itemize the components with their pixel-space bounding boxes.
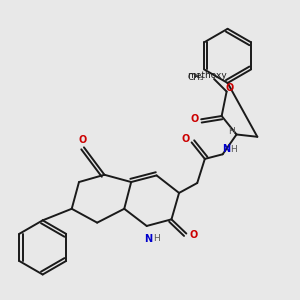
Text: O: O bbox=[182, 134, 190, 144]
Text: N: N bbox=[144, 233, 152, 244]
Text: methoxy: methoxy bbox=[187, 70, 227, 80]
Text: CH₃: CH₃ bbox=[188, 73, 204, 82]
Text: H: H bbox=[230, 145, 237, 154]
Text: O: O bbox=[225, 83, 233, 93]
Text: O: O bbox=[190, 114, 199, 124]
Text: H: H bbox=[228, 127, 235, 136]
Text: N: N bbox=[222, 144, 230, 154]
Text: O: O bbox=[190, 230, 198, 240]
Text: H: H bbox=[153, 234, 160, 243]
Text: O: O bbox=[78, 135, 86, 145]
